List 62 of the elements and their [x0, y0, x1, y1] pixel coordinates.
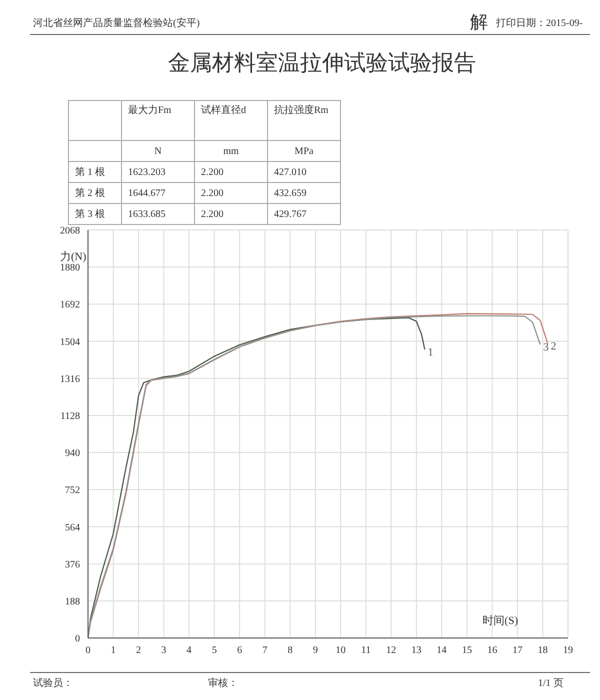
- series-label: 3: [543, 342, 550, 354]
- text: 抗拉强度Rm: [268, 100, 340, 140]
- x-tick-label: 9: [312, 645, 318, 656]
- x-tick-label: 17: [512, 645, 522, 656]
- y-axis-title: 力(N): [60, 250, 87, 263]
- x-tick-label: 0: [86, 645, 90, 656]
- x-tick-label: 4: [186, 645, 192, 656]
- text: MPa: [268, 140, 340, 162]
- x-tick-label: 6: [237, 645, 242, 656]
- x-tick-label: 18: [538, 645, 548, 656]
- y-tick-label: 188: [65, 596, 80, 608]
- text: 429.767: [268, 204, 340, 224]
- text: 427.010: [268, 162, 340, 182]
- x-tick-label: 16: [487, 645, 498, 656]
- y-tick-label: 940: [65, 448, 80, 460]
- text: 最大力Fm: [122, 100, 194, 140]
- text: mm: [194, 140, 268, 162]
- x-axis-title: 时间(S): [482, 614, 518, 627]
- text: 试样直径d: [194, 100, 268, 140]
- chart-title: 金属材料室温拉伸试验试验报告: [168, 49, 476, 77]
- y-tick-label: 564: [65, 522, 80, 534]
- text: 第 2 根: [68, 182, 122, 204]
- series-label: 1: [428, 346, 434, 359]
- series-label: 2: [550, 340, 556, 353]
- x-tick-label: 7: [262, 645, 268, 656]
- x-tick-label: 14: [436, 645, 447, 656]
- text: 试验员：: [33, 676, 73, 690]
- text: 1633.685: [122, 204, 194, 224]
- text: 432.659: [268, 182, 340, 204]
- text: 打印日期：2015-09-: [496, 16, 583, 30]
- y-tick-label: 1128: [60, 411, 80, 422]
- x-tick-label: 13: [411, 645, 422, 656]
- text: 2.200: [194, 182, 268, 204]
- text: 第 1 根: [68, 162, 122, 182]
- text: 第 3 根: [68, 204, 122, 224]
- x-tick-label: 1: [110, 645, 116, 656]
- text: 2.200: [194, 204, 268, 224]
- x-tick-label: 5: [212, 645, 217, 656]
- x-tick-label: 2: [136, 645, 142, 656]
- y-tick-label: 376: [65, 559, 80, 570]
- text: 审核：: [208, 676, 238, 690]
- y-tick-label: 1692: [60, 300, 80, 311]
- x-tick-label: 12: [386, 645, 396, 656]
- text: N: [122, 140, 194, 162]
- text: 2.200: [194, 162, 268, 182]
- text: 1/1 页: [538, 677, 564, 690]
- y-tick-label: 1316: [60, 374, 80, 385]
- x-tick-label: 11: [361, 645, 371, 656]
- text: 解: [470, 11, 488, 34]
- text: 河北省丝网产品质量监督检验站(安平): [33, 16, 200, 30]
- x-tick-label: 8: [288, 645, 293, 656]
- y-tick-label: 2068: [60, 226, 80, 237]
- x-tick-label: 10: [336, 645, 346, 656]
- text: 1623.203: [122, 162, 194, 182]
- x-tick-label: 15: [462, 645, 472, 656]
- x-tick-label: 19: [563, 645, 573, 656]
- y-tick-label: 752: [65, 485, 80, 496]
- y-tick-label: 1504: [60, 336, 80, 348]
- x-tick-label: 3: [161, 645, 166, 656]
- y-tick-label: 1880: [60, 262, 80, 274]
- text: 1644.677: [122, 182, 194, 204]
- y-tick-label: 0: [75, 634, 80, 645]
